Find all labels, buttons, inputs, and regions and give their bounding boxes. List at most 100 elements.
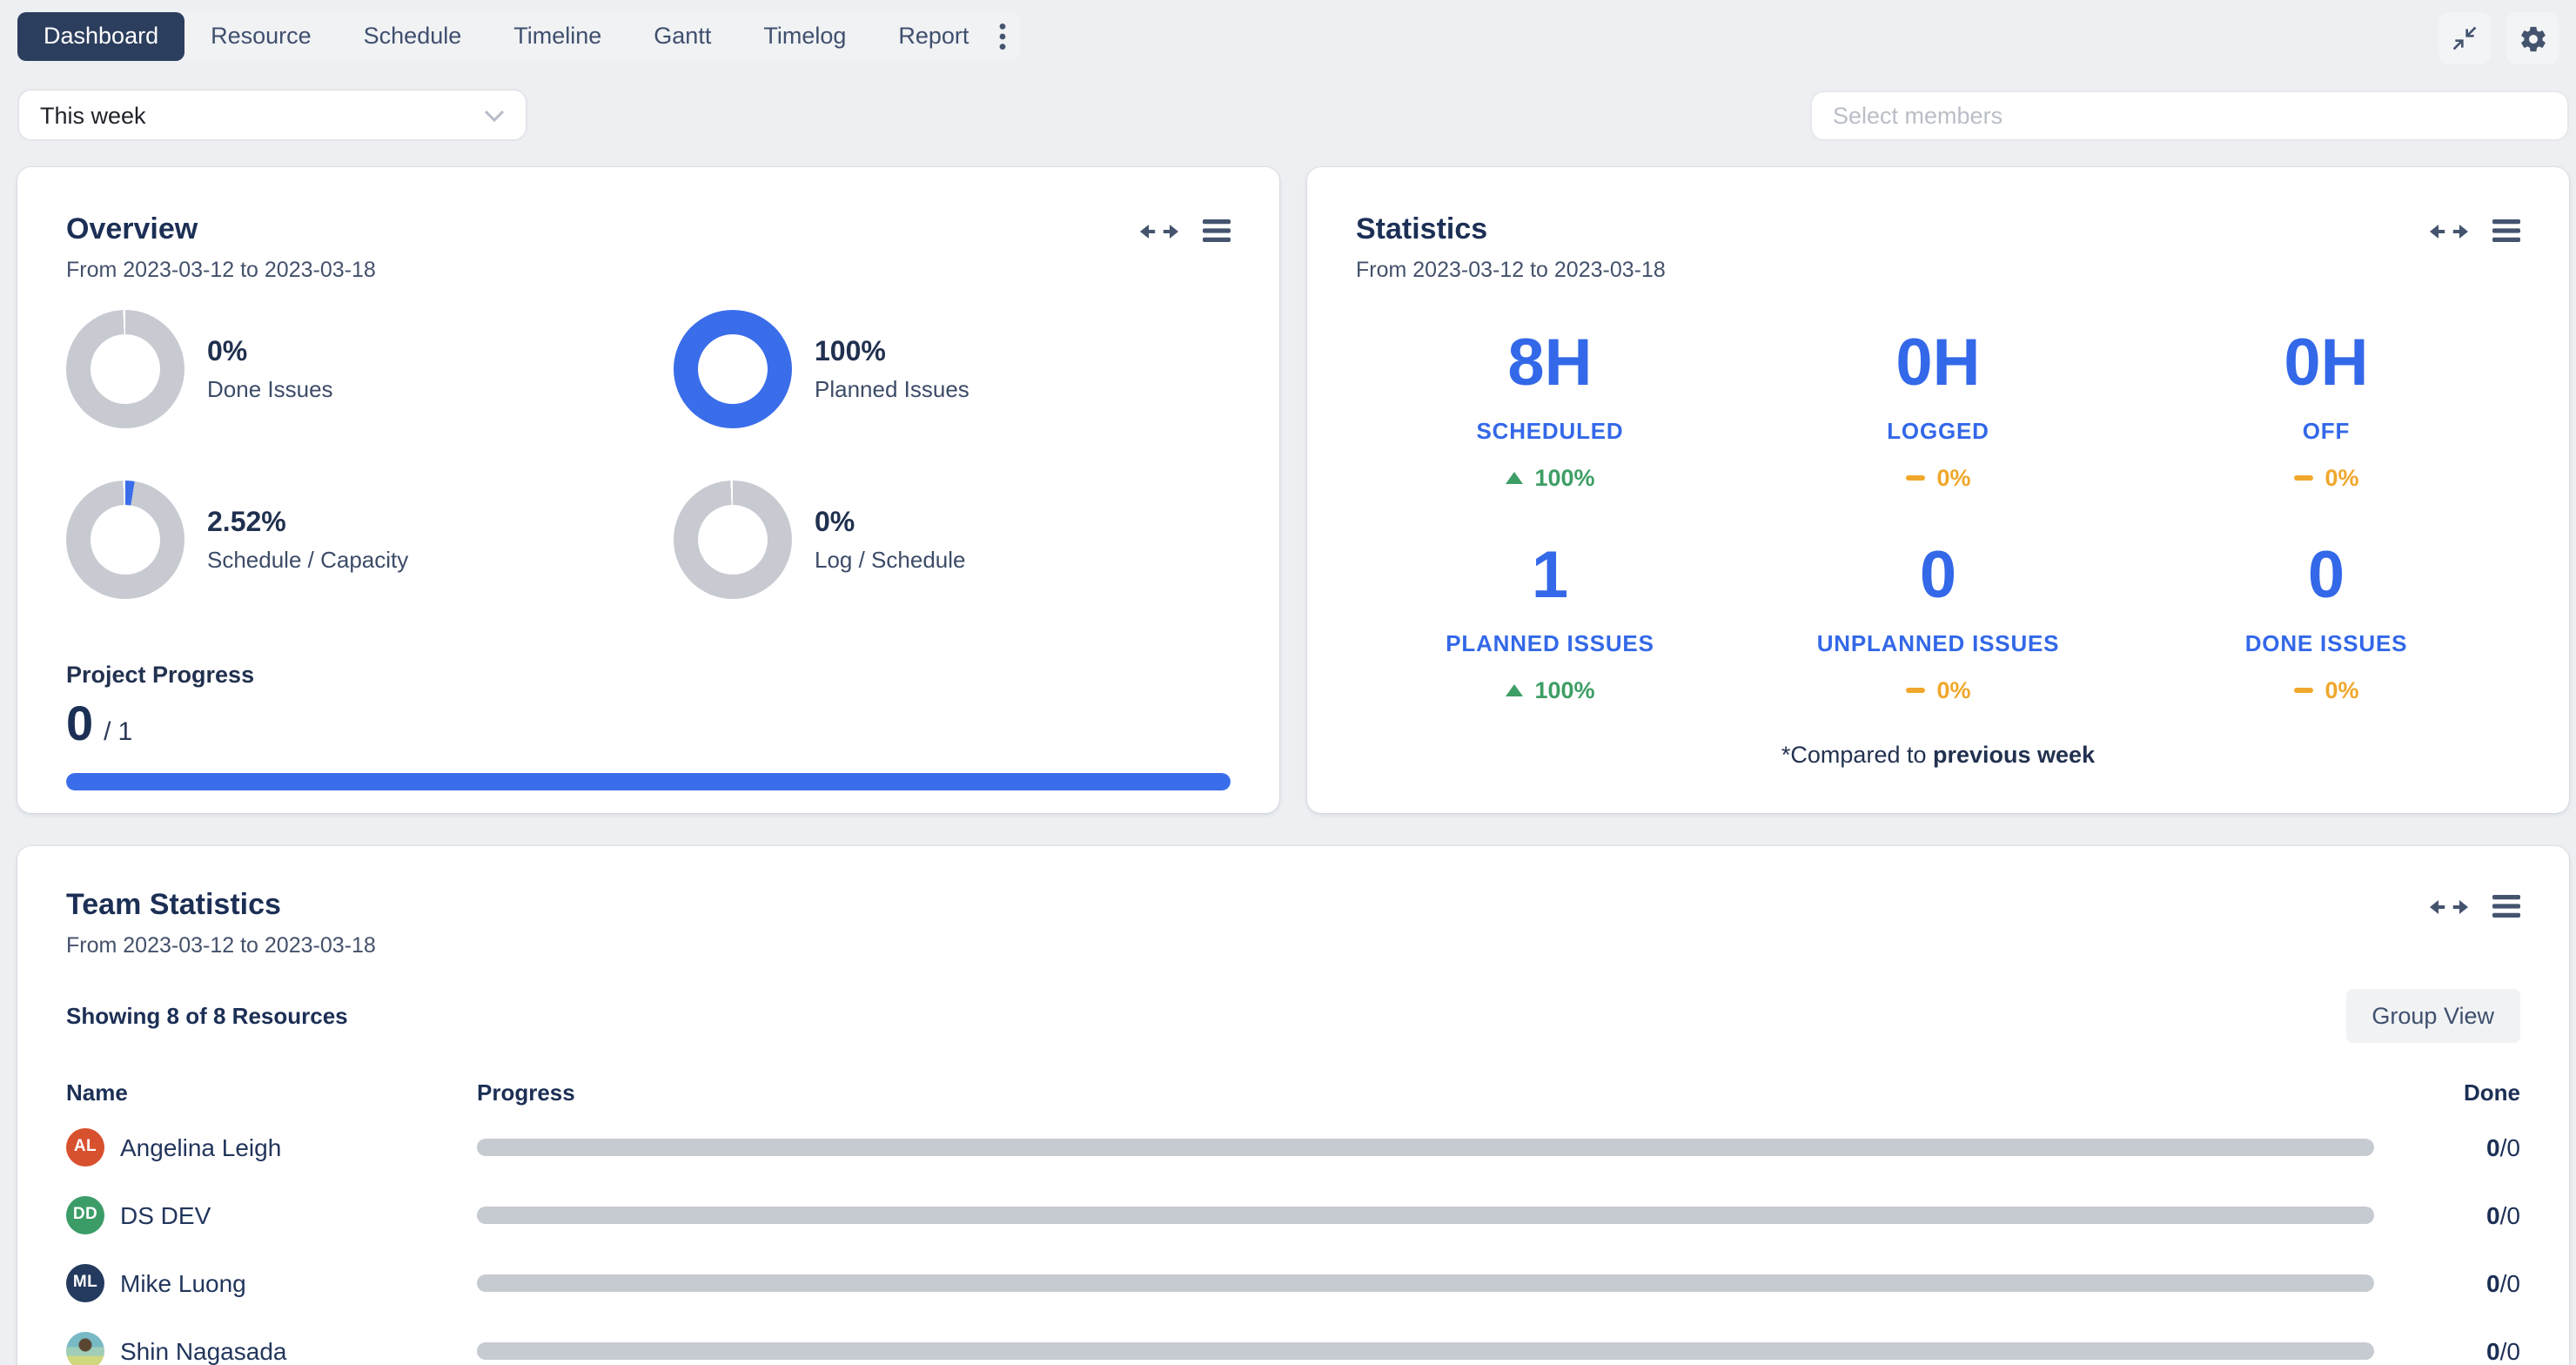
table-header-row: Name Progress Done	[66, 1071, 2520, 1113]
stat-scheduled: 8H SCHEDULED 100%	[1356, 331, 1744, 491]
progress-bar	[477, 1206, 2374, 1223]
column-header-name: Name	[66, 1079, 477, 1105]
menu-icon[interactable]	[2492, 895, 2520, 918]
stat-done-issues: 0 DONE ISSUES 0%	[2132, 543, 2520, 703]
progress-done: 0	[66, 696, 93, 752]
stat-label: SCHEDULED	[1356, 418, 1744, 444]
stat-label: DONE ISSUES	[2132, 630, 2520, 656]
horizontal-expand-icon[interactable]	[1140, 219, 1178, 242]
trend-up-icon	[1505, 684, 1522, 696]
overview-donuts: 0% Done Issues 100% Planned Issues 2.52%…	[66, 310, 1231, 599]
stat-label: PLANNED ISSUES	[1356, 630, 1744, 656]
tab-gantt[interactable]: Gantt	[627, 12, 737, 61]
donut-label: Log / Schedule	[815, 546, 965, 572]
tab-dashboard[interactable]: Dashboard	[17, 12, 184, 61]
horizontal-expand-icon[interactable]	[2430, 895, 2468, 918]
project-progress-count: 0 / 1	[66, 696, 1231, 752]
stat-delta: 100%	[1534, 465, 1594, 491]
trend-flat-icon	[1905, 688, 1924, 694]
trend-flat-icon	[2293, 475, 2312, 481]
stat-delta: 0%	[2324, 677, 2358, 703]
trend-flat-icon	[1905, 475, 1924, 481]
menu-icon[interactable]	[2492, 219, 2520, 242]
donut-chart	[66, 310, 184, 428]
overview-title: Overview	[66, 212, 376, 247]
collapse-button[interactable]	[2438, 12, 2491, 64]
team-title: Team Statistics	[66, 888, 376, 923]
statistics-date-range: From 2023-03-12 to 2023-03-18	[1356, 258, 1666, 282]
donut-label: Planned Issues	[815, 375, 969, 401]
team-statistics-card: Team Statistics From 2023-03-12 to 2023-…	[17, 846, 2569, 1365]
stat-delta: 0%	[1936, 465, 1970, 491]
tab-report[interactable]: Report	[872, 12, 995, 61]
done-count: 0/0	[2440, 1133, 2520, 1160]
period-select[interactable]: This week	[17, 89, 527, 141]
member-name: Angelina Leigh	[120, 1133, 281, 1160]
member-name: Mike Luong	[120, 1268, 246, 1296]
team-table: Name Progress Done AL Angelina Leigh 0/0…	[66, 1071, 2520, 1365]
donut-chart	[66, 481, 184, 599]
stat-delta: 100%	[1534, 677, 1594, 703]
collapse-icon	[2451, 24, 2479, 52]
stat-label: OFF	[2132, 418, 2520, 444]
avatar: AL	[66, 1127, 104, 1166]
top-actions	[2438, 12, 2559, 64]
table-row[interactable]: DD DS DEV 0/0	[66, 1180, 2520, 1248]
donut-chart	[674, 481, 792, 599]
stat-unplanned-issues: 0 UNPLANNED ISSUES 0%	[1744, 543, 2132, 703]
tab-resource[interactable]: Resource	[184, 12, 338, 61]
table-row[interactable]: Shin Nagasada 0/0	[66, 1316, 2520, 1365]
statistics-footnote: *Compared to previous week	[1356, 742, 2520, 768]
statistics-grid: 8H SCHEDULED 100% 0H LOGGED 0% 0H OFF 0%…	[1356, 331, 2520, 703]
dashboard-app: Dashboard Resource Schedule Timeline Gan…	[0, 0, 2576, 1365]
showing-resources-text: Showing 8 of 8 Resources	[66, 1003, 348, 1029]
project-progress-bar	[66, 773, 1231, 790]
table-row[interactable]: ML Mike Luong 0/0	[66, 1248, 2520, 1316]
chevron-down-icon	[484, 109, 505, 121]
top-bar: Dashboard Resource Schedule Timeline Gan…	[0, 0, 2576, 64]
stat-delta: 0%	[1936, 677, 1970, 703]
stat-value: 0H	[1744, 331, 2132, 397]
column-header-progress: Progress	[477, 1079, 2440, 1105]
group-view-button[interactable]: Group View	[2345, 989, 2520, 1043]
donut-value: 0%	[815, 508, 965, 539]
progress-bar	[477, 1341, 2374, 1359]
horizontal-expand-icon[interactable]	[2430, 219, 2468, 242]
stat-delta: 0%	[2324, 465, 2358, 491]
stat-value: 0	[2132, 543, 2520, 609]
done-count: 0/0	[2440, 1268, 2520, 1296]
tab-timeline[interactable]: Timeline	[487, 12, 627, 61]
stat-planned-issues: 1 PLANNED ISSUES 100%	[1356, 543, 1744, 703]
donut-value: 0%	[207, 337, 333, 368]
team-date-range: From 2023-03-12 to 2023-03-18	[66, 933, 376, 958]
progress-bar	[477, 1138, 2374, 1155]
stat-value: 8H	[1356, 331, 1744, 397]
table-row[interactable]: AL Angelina Leigh 0/0	[66, 1113, 2520, 1180]
overview-date-range: From 2023-03-12 to 2023-03-18	[66, 258, 376, 282]
avatar: DD	[66, 1195, 104, 1234]
progress-separator: /	[104, 717, 111, 747]
progress-bar	[477, 1274, 2374, 1291]
donut-value: 100%	[815, 337, 969, 368]
done-count: 0/0	[2440, 1200, 2520, 1228]
kebab-menu-icon[interactable]	[995, 12, 1019, 61]
stat-value: 0	[1744, 543, 2132, 609]
trend-up-icon	[1505, 472, 1522, 484]
progress-total: 1	[118, 717, 133, 747]
statistics-title: Statistics	[1356, 212, 1666, 247]
trend-flat-icon	[2293, 688, 2312, 694]
statistics-card: Statistics From 2023-03-12 to 2023-03-18…	[1307, 167, 2569, 813]
tab-timelog[interactable]: Timelog	[737, 12, 872, 61]
stat-label: UNPLANNED ISSUES	[1744, 630, 2132, 656]
overview-card: Overview From 2023-03-12 to 2023-03-18 0…	[17, 167, 1279, 813]
settings-button[interactable]	[2506, 12, 2559, 64]
select-members-input[interactable]	[1810, 90, 2569, 140]
donut-label: Done Issues	[207, 375, 333, 401]
donut-done-issues: 0% Done Issues	[66, 310, 674, 428]
member-name: Shin Nagasada	[120, 1336, 287, 1364]
done-count: 0/0	[2440, 1336, 2520, 1364]
menu-icon[interactable]	[1203, 219, 1231, 242]
tab-schedule[interactable]: Schedule	[338, 12, 488, 61]
donut-planned-issues: 100% Planned Issues	[674, 310, 1231, 428]
member-name: DS DEV	[120, 1200, 211, 1228]
